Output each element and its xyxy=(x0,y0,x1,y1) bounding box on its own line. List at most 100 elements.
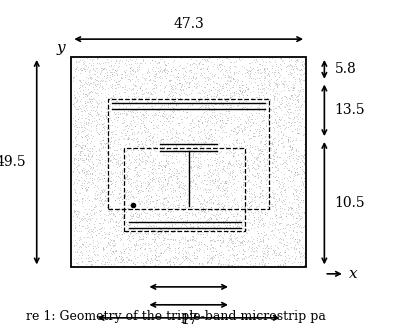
Point xyxy=(188,56,195,61)
Point xyxy=(212,117,219,122)
Point xyxy=(76,143,83,148)
Point xyxy=(291,108,298,113)
Point xyxy=(140,90,147,96)
Point xyxy=(245,213,252,218)
Point xyxy=(181,183,187,188)
Point xyxy=(75,151,82,156)
Point xyxy=(294,126,301,131)
Point xyxy=(268,201,275,207)
Point xyxy=(85,116,92,122)
Point xyxy=(226,209,233,214)
Point xyxy=(248,191,255,196)
Point xyxy=(84,161,90,167)
Point xyxy=(71,88,78,94)
Point xyxy=(222,210,229,215)
Point xyxy=(98,90,104,96)
Point xyxy=(276,237,282,242)
Point xyxy=(123,111,129,116)
Point xyxy=(280,161,286,166)
Point xyxy=(261,230,267,235)
Point xyxy=(223,178,230,184)
Point xyxy=(157,67,163,72)
Point xyxy=(273,186,280,191)
Point xyxy=(220,255,227,260)
Point xyxy=(103,75,110,80)
Point xyxy=(196,241,203,246)
Point xyxy=(118,216,124,221)
Point xyxy=(286,112,293,117)
Point xyxy=(301,152,308,157)
Point xyxy=(156,175,162,180)
Point xyxy=(289,146,295,151)
Point xyxy=(131,248,137,254)
Point xyxy=(254,235,261,240)
Point xyxy=(179,235,186,240)
Point xyxy=(256,203,262,209)
Point xyxy=(280,182,286,187)
Point xyxy=(233,65,239,70)
Point xyxy=(138,215,144,220)
Point xyxy=(210,63,217,68)
Point xyxy=(108,69,114,74)
Point xyxy=(295,116,301,121)
Point xyxy=(102,106,109,111)
Point xyxy=(155,99,161,105)
Point xyxy=(261,155,268,160)
Point xyxy=(216,123,223,128)
Point xyxy=(231,92,238,97)
Point xyxy=(159,228,165,233)
Point xyxy=(214,84,221,89)
Point xyxy=(117,175,124,181)
Point xyxy=(147,177,154,182)
Point xyxy=(199,181,206,186)
Point xyxy=(165,245,171,250)
Point xyxy=(263,122,269,127)
Point xyxy=(282,248,288,253)
Point xyxy=(127,227,134,232)
Point xyxy=(177,63,184,68)
Point xyxy=(181,124,187,129)
Point xyxy=(217,243,224,248)
Point xyxy=(128,113,134,118)
Point xyxy=(117,146,123,152)
Point xyxy=(176,185,182,190)
Point xyxy=(158,191,165,196)
Point xyxy=(151,253,158,258)
Point xyxy=(174,106,180,111)
Point xyxy=(213,211,219,216)
Point xyxy=(300,154,307,159)
Point xyxy=(74,96,81,101)
Point xyxy=(224,185,231,190)
Point xyxy=(126,202,133,207)
Point xyxy=(259,93,266,98)
Point xyxy=(273,64,279,69)
Point xyxy=(186,133,193,138)
Point xyxy=(166,118,172,124)
Point xyxy=(208,204,214,210)
Point xyxy=(109,217,115,222)
Point xyxy=(139,140,145,145)
Point xyxy=(246,193,253,199)
Point xyxy=(296,91,302,96)
Point xyxy=(170,185,177,190)
Point xyxy=(198,114,204,120)
Point xyxy=(295,98,302,104)
Point xyxy=(117,110,124,115)
Point xyxy=(222,92,229,97)
Point xyxy=(259,87,265,92)
Point xyxy=(208,249,214,254)
Point xyxy=(280,143,287,148)
Point xyxy=(177,83,184,88)
Point xyxy=(171,139,177,144)
Point xyxy=(176,239,183,244)
Point xyxy=(238,185,244,190)
Point xyxy=(118,76,125,81)
Point xyxy=(270,88,277,94)
Point xyxy=(146,96,152,101)
Point xyxy=(130,72,136,77)
Point xyxy=(263,90,269,95)
Point xyxy=(263,200,269,205)
Point xyxy=(287,233,294,238)
Point xyxy=(116,195,123,200)
Point xyxy=(174,228,181,233)
